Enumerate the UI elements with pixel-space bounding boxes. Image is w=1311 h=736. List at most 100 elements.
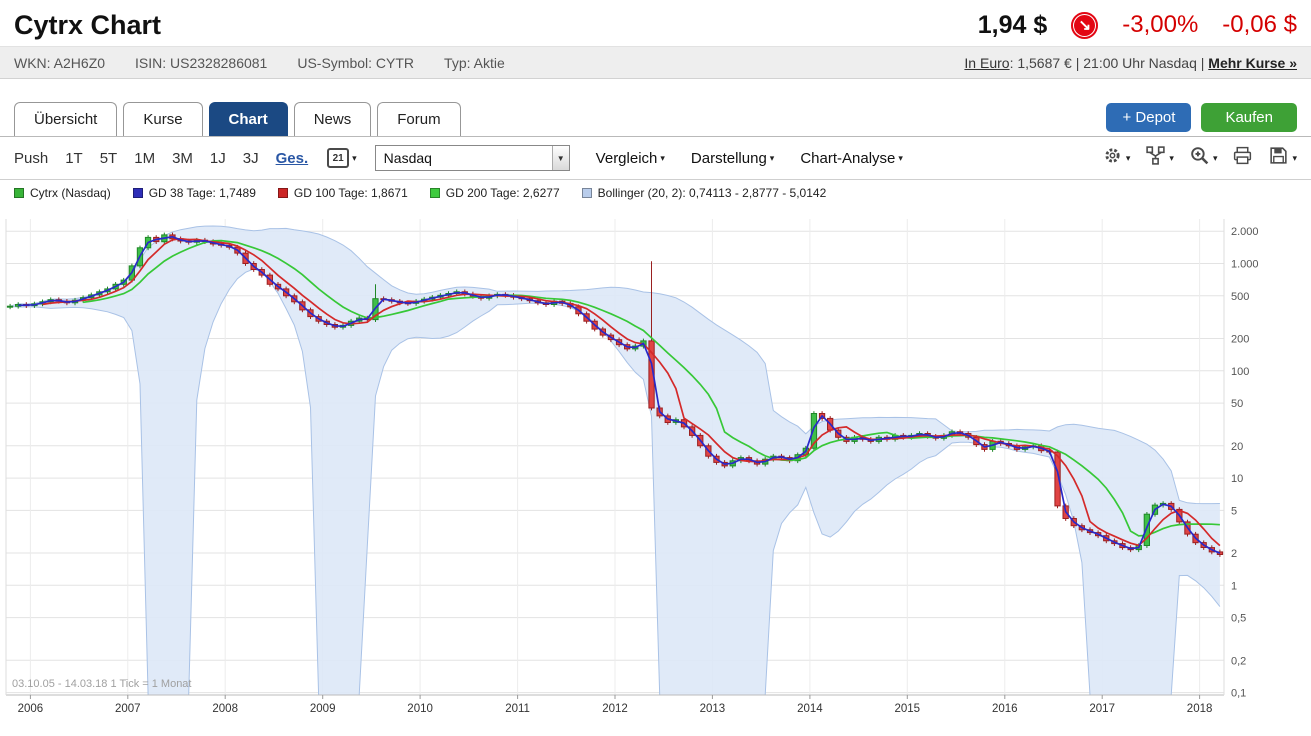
range-3j[interactable]: 3J bbox=[242, 149, 259, 167]
display-menu[interactable]: Darstellung ▾ bbox=[691, 150, 774, 167]
chevron-down-icon: ▾ bbox=[898, 152, 903, 163]
legend-item-2[interactable]: GD 100 Tage: 1,8671 bbox=[277, 186, 408, 200]
tab-news[interactable]: News bbox=[293, 102, 372, 136]
tabs: Übersicht Kurse Chart News Forum bbox=[14, 102, 467, 136]
indicators-icon bbox=[1145, 145, 1166, 171]
current-price: 1,94 $ bbox=[977, 10, 1048, 39]
select-arrow-icon: ▼ bbox=[551, 146, 569, 170]
svg-text:2017: 2017 bbox=[1089, 703, 1115, 715]
bollinger-band-layer bbox=[9, 225, 1221, 696]
print-button[interactable] bbox=[1232, 145, 1253, 171]
legend-label: GD 38 Tage: 1,7489 bbox=[148, 186, 256, 200]
svg-text:0,5: 0,5 bbox=[1231, 613, 1246, 625]
range-push[interactable]: Push bbox=[14, 149, 49, 167]
printer-icon bbox=[1232, 145, 1253, 171]
legend-swatch bbox=[277, 188, 288, 198]
wkn-value: WKN: A2H6Z0 bbox=[14, 54, 106, 71]
legend-label: Bollinger (20, 2): 0,74113 - 2,8777 - 5,… bbox=[597, 186, 827, 200]
more-quotes-link[interactable]: Mehr Kurse » bbox=[1208, 54, 1297, 71]
svg-text:2013: 2013 bbox=[700, 703, 726, 715]
calendar-icon: 21 bbox=[327, 148, 350, 168]
tab-kurse[interactable]: Kurse bbox=[123, 102, 203, 136]
svg-text:10: 10 bbox=[1231, 473, 1243, 485]
page-title: Cytrx Chart bbox=[14, 9, 162, 40]
svg-text:2006: 2006 bbox=[18, 703, 44, 715]
legend-swatch bbox=[132, 188, 143, 198]
svg-text:2: 2 bbox=[1231, 548, 1237, 560]
range-3m[interactable]: 3M bbox=[172, 149, 193, 167]
range-1j[interactable]: 1J bbox=[209, 149, 226, 167]
type-value: Typ: Aktie bbox=[444, 54, 505, 71]
compare-menu[interactable]: Vergleich ▾ bbox=[596, 150, 665, 167]
svg-text:2010: 2010 bbox=[407, 703, 433, 715]
legend-item-3[interactable]: GD 200 Tage: 2,6277 bbox=[429, 186, 560, 200]
save-button[interactable]: ▾ bbox=[1268, 145, 1297, 171]
instrument-info-bar: WKN: A2H6Z0 ISIN: US2328286081 US-Symbol… bbox=[0, 46, 1311, 79]
svg-text:2.000: 2.000 bbox=[1231, 226, 1259, 238]
axes-layer: 2.0001.0005002001005020105210,50,20,1200… bbox=[5, 219, 1259, 715]
in-euro-link[interactable]: In Euro bbox=[964, 54, 1010, 71]
svg-text:2016: 2016 bbox=[992, 703, 1018, 715]
svg-text:200: 200 bbox=[1231, 334, 1249, 346]
indicators-button[interactable]: ▾ bbox=[1145, 145, 1174, 171]
legend-label: GD 100 Tage: 1,8671 bbox=[293, 186, 408, 200]
svg-text:2011: 2011 bbox=[505, 703, 530, 715]
legend-item-4[interactable]: Bollinger (20, 2): 0,74113 - 2,8777 - 5,… bbox=[581, 186, 827, 200]
svg-text:2009: 2009 bbox=[310, 703, 336, 715]
range-ges[interactable]: Ges. bbox=[275, 149, 309, 167]
legend-swatch bbox=[14, 188, 24, 198]
euro-quote-info: In Euro: 1,5687 € | 21:00 Uhr Nasdaq | M… bbox=[964, 55, 1297, 71]
svg-text:1.000: 1.000 bbox=[1231, 259, 1259, 271]
zoom-icon bbox=[1189, 145, 1210, 171]
svg-text:5: 5 bbox=[1231, 505, 1237, 517]
interval-picker[interactable]: 21 ▾ bbox=[327, 148, 357, 168]
chart-range-note: 03.10.05 - 14.03.18 1 Tick = 1 Monat bbox=[12, 678, 191, 690]
chevron-down-icon: ▾ bbox=[1169, 152, 1174, 163]
compare-menu-label: Vergleich bbox=[595, 149, 658, 167]
chart-analysis-menu[interactable]: Chart-Analyse ▾ bbox=[800, 150, 903, 167]
euro-quote-text: : 1,5687 € | 21:00 Uhr Nasdaq | bbox=[1009, 54, 1209, 71]
buy-button[interactable]: Kaufen bbox=[1201, 103, 1297, 132]
gear-icon bbox=[1102, 145, 1123, 171]
chevron-down-icon: ▾ bbox=[660, 152, 665, 163]
chart-legend: Cytrx (Nasdaq) GD 38 Tage: 1,7489 GD 100 T… bbox=[0, 180, 1311, 205]
tab-forum[interactable]: Forum bbox=[377, 102, 461, 136]
zoom-button[interactable]: ▾ bbox=[1189, 145, 1218, 171]
chart-analysis-menu-label: Chart-Analyse bbox=[800, 149, 896, 167]
change-percent: -3,00% bbox=[1122, 11, 1199, 38]
display-menu-label: Darstellung bbox=[690, 149, 767, 167]
chevron-down-icon: ▾ bbox=[1125, 152, 1131, 163]
svg-text:500: 500 bbox=[1231, 291, 1249, 303]
exchange-select[interactable]: Nasdaq ▼ bbox=[374, 145, 570, 171]
svg-text:20: 20 bbox=[1231, 441, 1243, 453]
chevron-down-icon: ▾ bbox=[1212, 152, 1218, 163]
trend-down-arrow-icon: ↘ bbox=[1071, 11, 1099, 39]
legend-label: GD 200 Tage: 2,6277 bbox=[445, 186, 560, 200]
range-5t[interactable]: 5T bbox=[99, 149, 118, 167]
chevron-down-icon: ▾ bbox=[1292, 152, 1297, 163]
range-1m[interactable]: 1M bbox=[134, 149, 156, 167]
svg-text:50: 50 bbox=[1231, 398, 1243, 410]
svg-text:1: 1 bbox=[1231, 580, 1237, 592]
legend-swatch bbox=[429, 188, 440, 198]
tab-übersicht[interactable]: Übersicht bbox=[14, 102, 118, 136]
gd200-line bbox=[82, 239, 1220, 537]
chart-toolbar: Push 1T 5T 1M 3M 1J 3J Ges. 21 ▾ Nasdaq ▼ Vergl… bbox=[0, 136, 1311, 180]
legend-item-1[interactable]: GD 38 Tage: 1,7489 bbox=[132, 186, 256, 200]
gd38-line bbox=[18, 235, 1221, 554]
range-1t[interactable]: 1T bbox=[65, 149, 83, 167]
svg-text:2014: 2014 bbox=[797, 703, 823, 715]
legend-label: Cytrx (Nasdaq) bbox=[30, 186, 111, 200]
svg-text:100: 100 bbox=[1231, 366, 1249, 378]
legend-swatch bbox=[581, 188, 592, 198]
add-depot-button[interactable]: + Depot bbox=[1106, 103, 1192, 132]
svg-text:2007: 2007 bbox=[115, 703, 141, 715]
chart-area: 2.000 1.000 500 200 100 50 20 10 5 2 1 0,5 0,2 0,1 200… bbox=[0, 205, 1311, 736]
change-absolute: -0,06 $ bbox=[1222, 11, 1297, 38]
instrument-identifiers: WKN: A2H6Z0 ISIN: US2328286081 US-Symbol… bbox=[14, 55, 505, 71]
legend-item-0[interactable]: Cytrx (Nasdaq) bbox=[14, 186, 111, 200]
tab-chart[interactable]: Chart bbox=[208, 102, 288, 136]
svg-text:2012: 2012 bbox=[602, 703, 628, 715]
svg-text:0,2: 0,2 bbox=[1231, 655, 1246, 667]
settings-button[interactable]: ▾ bbox=[1102, 145, 1131, 171]
